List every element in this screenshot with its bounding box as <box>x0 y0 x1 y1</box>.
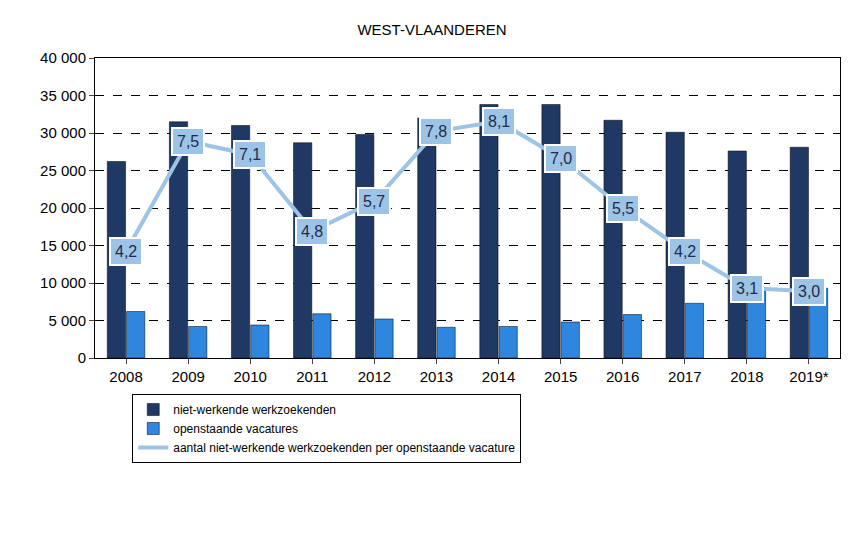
svg-text:2019*: 2019* <box>789 368 828 385</box>
svg-text:4,8: 4,8 <box>301 223 323 240</box>
svg-text:2015: 2015 <box>544 368 577 385</box>
svg-text:7,1: 7,1 <box>239 146 261 163</box>
svg-text:7,0: 7,0 <box>550 150 572 167</box>
svg-text:5,7: 5,7 <box>363 193 385 210</box>
svg-text:0: 0 <box>78 349 86 366</box>
svg-text:2014: 2014 <box>482 368 515 385</box>
svg-text:7,8: 7,8 <box>425 123 447 140</box>
svg-text:10 000: 10 000 <box>40 274 86 291</box>
svg-text:2011: 2011 <box>296 368 328 385</box>
svg-text:aantal niet-werkende werkzoeke: aantal niet-werkende werkzoekenden per o… <box>173 441 515 455</box>
svg-text:40 000: 40 000 <box>40 49 86 66</box>
svg-text:2009: 2009 <box>171 368 204 385</box>
svg-text:5 000: 5 000 <box>48 312 86 329</box>
svg-text:30 000: 30 000 <box>40 124 86 141</box>
svg-text:2016: 2016 <box>606 368 639 385</box>
svg-text:openstaande vacatures: openstaande vacatures <box>173 422 298 436</box>
svg-text:4,2: 4,2 <box>115 243 137 260</box>
svg-text:5,5: 5,5 <box>612 200 634 217</box>
svg-text:35 000: 35 000 <box>40 87 86 104</box>
svg-text:20 000: 20 000 <box>40 199 86 216</box>
svg-text:WEST-VLAANDEREN: WEST-VLAANDEREN <box>357 21 506 38</box>
svg-text:8,1: 8,1 <box>488 113 510 130</box>
svg-text:2017: 2017 <box>668 368 701 385</box>
svg-text:2008: 2008 <box>109 368 142 385</box>
svg-text:2018: 2018 <box>730 368 763 385</box>
svg-text:2012: 2012 <box>358 368 391 385</box>
svg-text:3,0: 3,0 <box>798 283 820 300</box>
svg-text:2013: 2013 <box>420 368 453 385</box>
svg-text:15 000: 15 000 <box>40 237 86 254</box>
svg-text:3,1: 3,1 <box>736 280 758 297</box>
svg-text:7,5: 7,5 <box>177 133 199 150</box>
svg-text:4,2: 4,2 <box>674 243 696 260</box>
svg-text:25 000: 25 000 <box>40 162 86 179</box>
svg-text:2010: 2010 <box>234 368 267 385</box>
svg-text:niet-werkende werkzoekenden: niet-werkende werkzoekenden <box>173 403 336 417</box>
